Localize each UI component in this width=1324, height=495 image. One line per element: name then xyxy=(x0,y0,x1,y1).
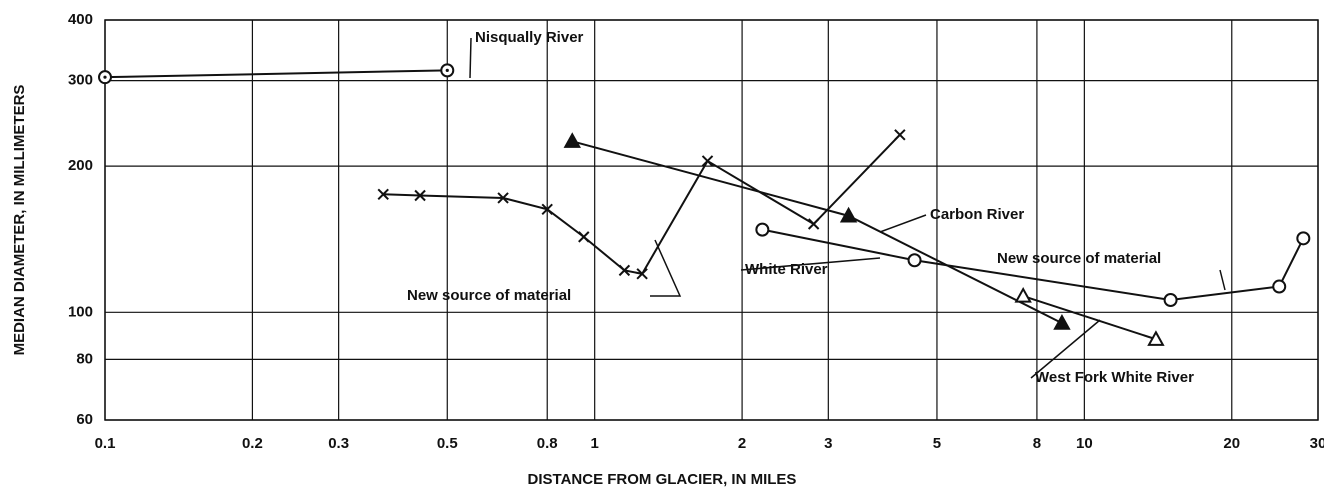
x-axis-label: DISTANCE FROM GLACIER, IN MILES xyxy=(528,471,797,488)
marker xyxy=(578,231,590,243)
marker xyxy=(563,132,581,148)
x-tick-label: 8 xyxy=(1033,435,1041,452)
marker xyxy=(1296,231,1311,246)
y-tick-label: 300 xyxy=(68,72,93,89)
leader-line xyxy=(469,37,472,79)
marker xyxy=(701,155,714,167)
marker xyxy=(807,218,820,230)
marker-dot xyxy=(103,75,107,79)
x-tick-label: 0.2 xyxy=(242,435,263,452)
marker xyxy=(894,129,906,141)
marker xyxy=(1014,287,1032,303)
x-tick-label: 3 xyxy=(824,435,832,452)
marker xyxy=(755,222,770,237)
marker xyxy=(1272,279,1287,294)
x-tick-label: 0.5 xyxy=(437,435,458,452)
x-tick-label: 1 xyxy=(591,435,599,452)
y-tick-label: 60 xyxy=(76,411,93,428)
series-label: Carbon River xyxy=(930,206,1024,223)
x-tick-label: 5 xyxy=(933,435,941,452)
annotation: New source of material xyxy=(997,250,1161,267)
leader-line xyxy=(740,257,881,271)
marker xyxy=(497,192,509,204)
marker xyxy=(907,253,922,268)
y-tick-label: 100 xyxy=(68,303,93,320)
leader-line xyxy=(879,214,927,233)
annotation-arrow xyxy=(1219,269,1226,291)
y-axis-label: MEDIAN DIAMETER, IN MILLIMETERS xyxy=(11,85,28,356)
series-line xyxy=(1022,295,1157,341)
x-tick-label: 20 xyxy=(1223,435,1240,452)
x-tick-label: 10 xyxy=(1076,435,1093,452)
marker xyxy=(377,188,389,201)
marker xyxy=(414,189,426,202)
x-tick-label: 0.1 xyxy=(95,435,116,452)
leader-line xyxy=(1030,319,1101,379)
y-tick-label: 80 xyxy=(76,350,93,367)
marker xyxy=(1147,330,1165,346)
marker xyxy=(541,203,553,215)
series-line xyxy=(572,140,1063,325)
y-tick-label: 200 xyxy=(68,157,93,174)
marker-dot xyxy=(445,68,449,72)
plot-frame xyxy=(104,19,1319,421)
series-label: White River xyxy=(745,261,828,278)
series-label: West Fork White River xyxy=(1035,369,1194,386)
marker xyxy=(1053,314,1071,330)
marker xyxy=(839,206,858,223)
marker xyxy=(618,264,631,277)
y-tick-label: 400 xyxy=(68,11,93,28)
x-tick-label: 0.8 xyxy=(537,435,558,452)
annotation: New source of material xyxy=(407,287,571,304)
series-line xyxy=(104,69,448,79)
marker xyxy=(1163,293,1178,308)
series-label: Nisqually River xyxy=(475,29,584,46)
x-tick-label: 0.3 xyxy=(328,435,349,452)
x-tick-label: 30 xyxy=(1310,435,1324,452)
annotation-arrow xyxy=(650,239,682,297)
x-tick-label: 2 xyxy=(738,435,746,452)
marker xyxy=(636,268,648,280)
series-line xyxy=(383,134,901,275)
